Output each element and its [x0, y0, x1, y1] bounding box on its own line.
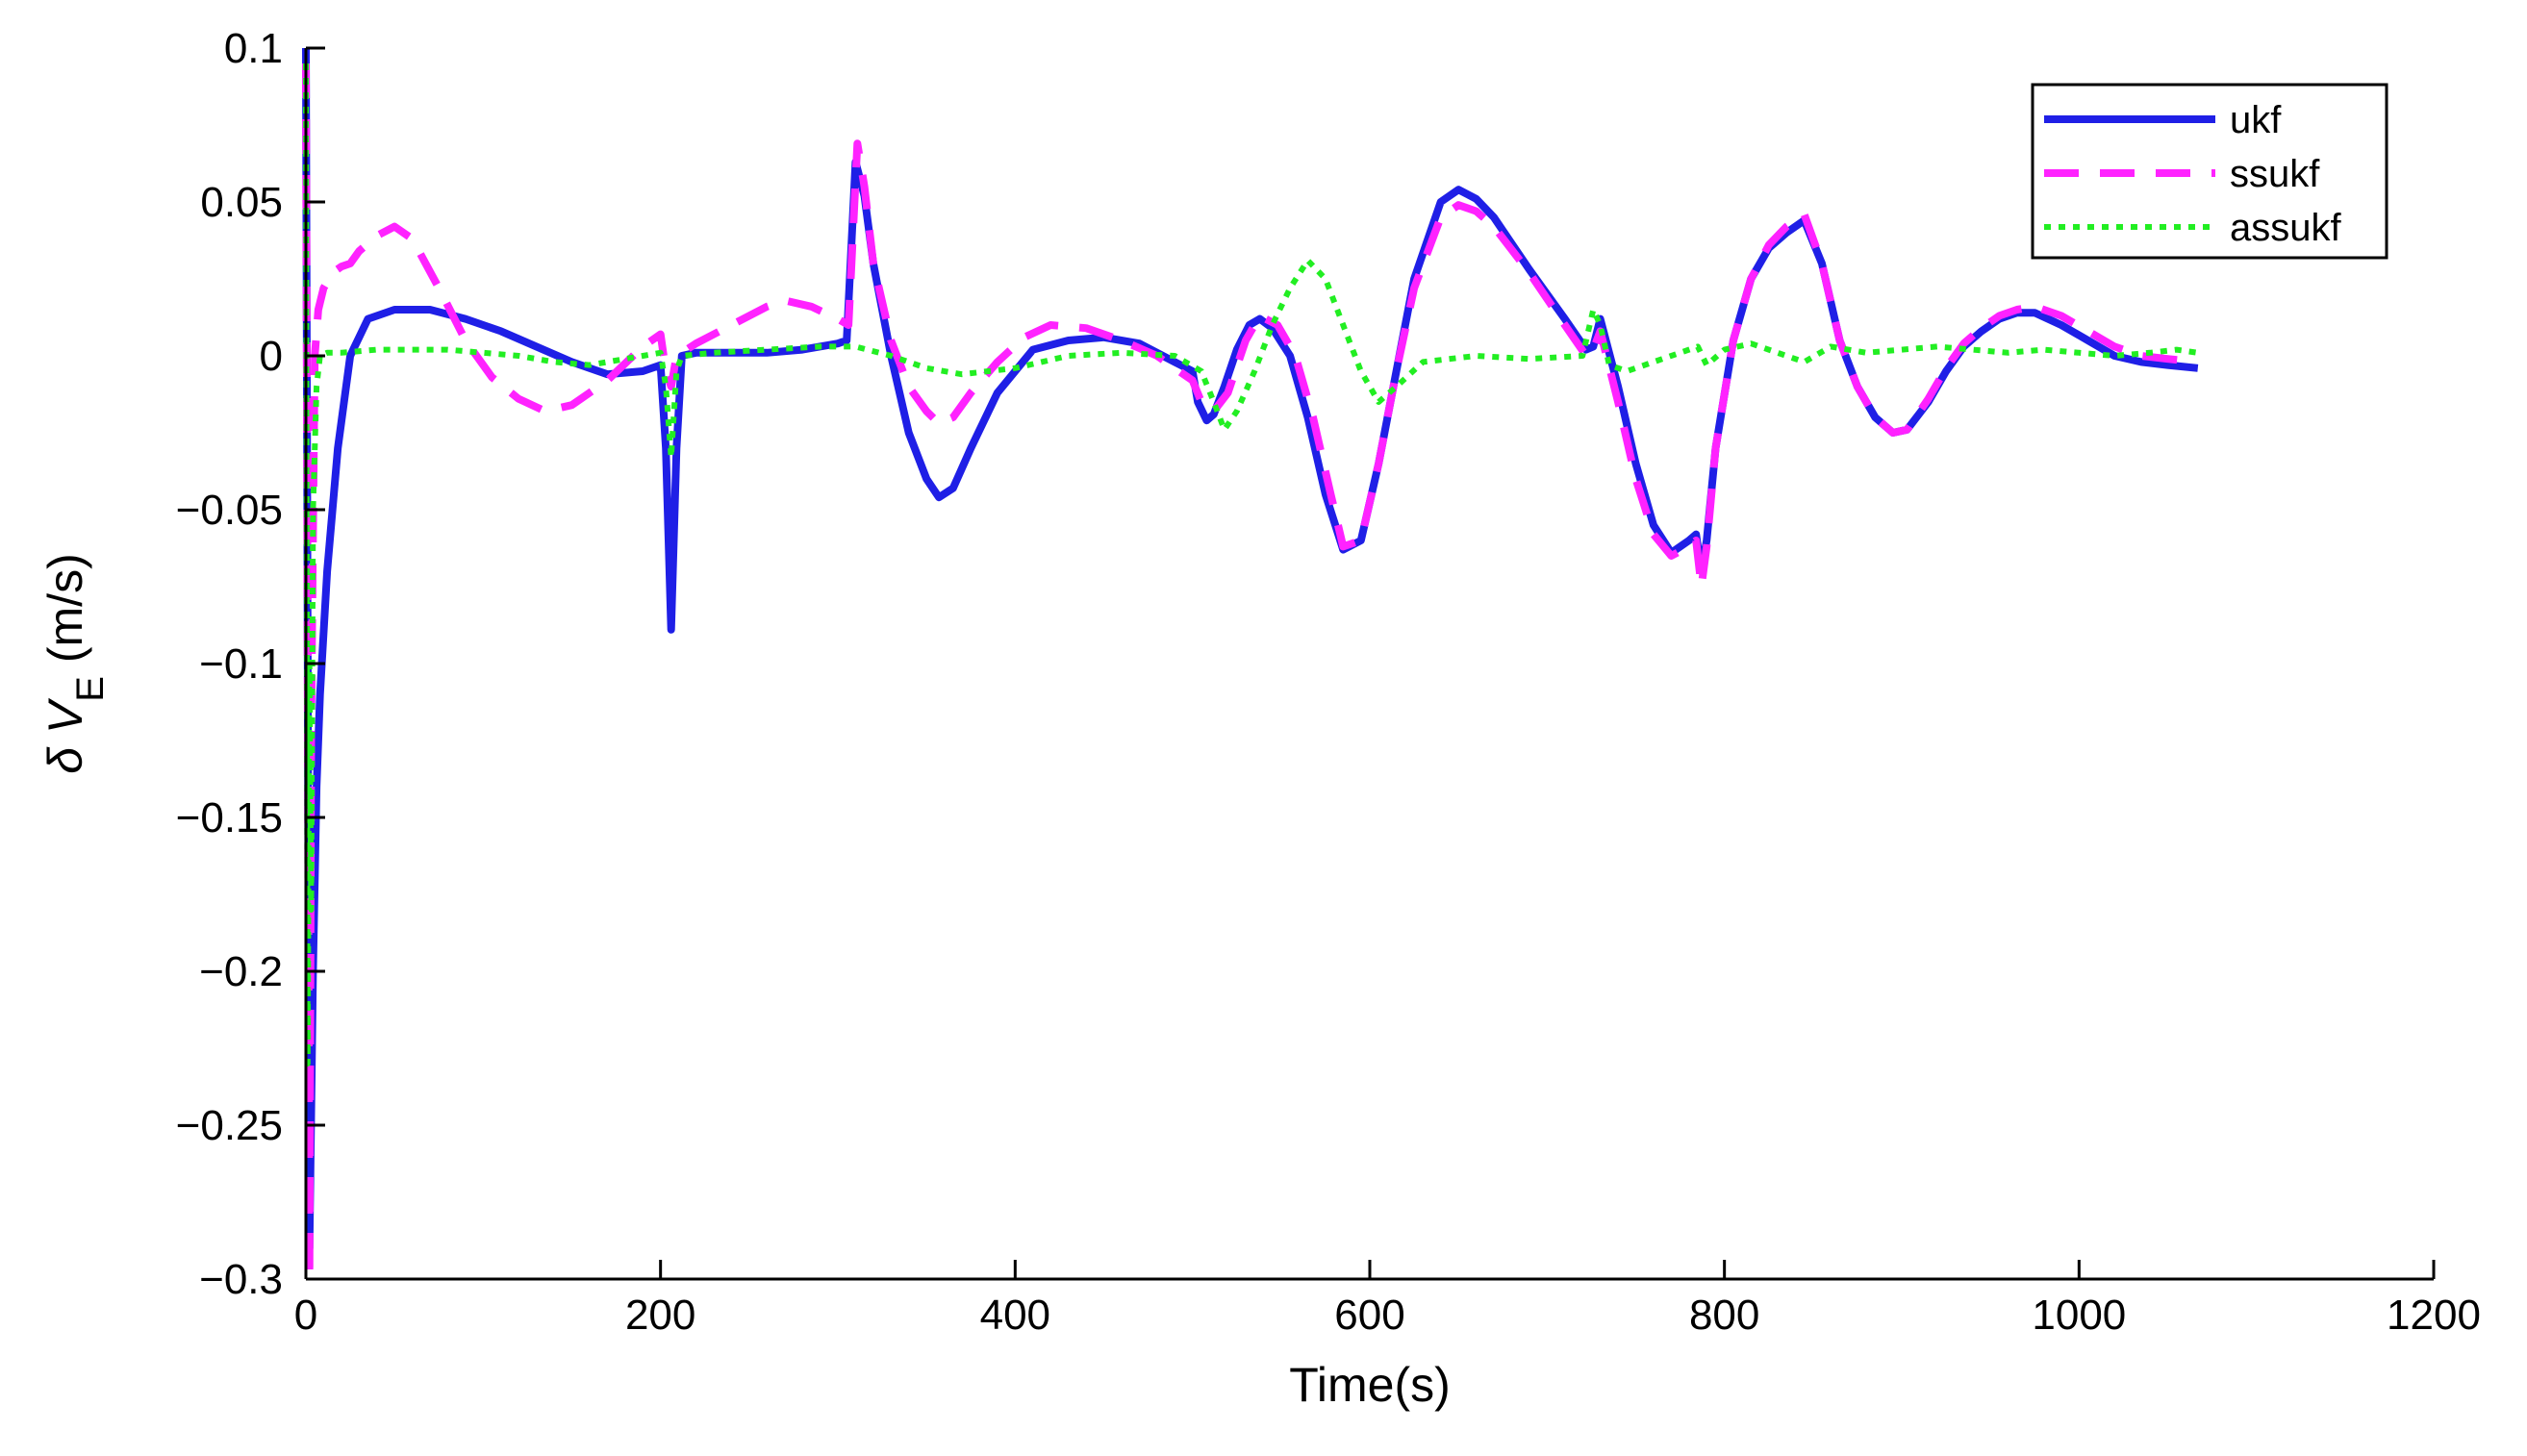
y-tick-label: −0.1	[199, 640, 283, 688]
series-line-assukf	[303, 63, 2199, 1067]
x-tick-label: 0	[294, 1292, 317, 1339]
y-axis-title: δ VE (m/s)	[38, 553, 112, 773]
x-tick-label: 1200	[2387, 1292, 2481, 1339]
y-tick-label: 0	[260, 333, 283, 380]
y-axis-title-subscript: E	[69, 676, 112, 702]
x-tick-labels: 0 200 400 600 800 1000 1200	[294, 1292, 2481, 1339]
x-tick-label: 200	[625, 1292, 695, 1339]
y-tick-label: 0.1	[224, 25, 283, 72]
y-axis-title-suffix: (m/s)	[38, 553, 92, 676]
legend-label-ukf: ukf	[2230, 99, 2282, 141]
x-tick-label: 400	[980, 1292, 1050, 1339]
y-tick-label: −0.3	[199, 1256, 283, 1303]
x-tick-label: 800	[1689, 1292, 1759, 1339]
legend-label-assukf: assukf	[2230, 207, 2341, 249]
y-tick-label: −0.2	[199, 948, 283, 995]
y-tick-label: −0.25	[176, 1102, 283, 1149]
y-tick-label: −0.15	[176, 794, 283, 841]
x-tick-label: 1000	[2032, 1292, 2126, 1339]
y-axis-title-prefix: δ V	[38, 697, 92, 774]
y-tick-labels: 0.1 0.05 0 −0.05 −0.1 −0.15 −0.2 −0.25 −0.3	[176, 25, 283, 1303]
tick-marks	[304, 46, 2436, 1281]
y-tick-label: −0.05	[176, 487, 283, 534]
legend: ukf ssukf assukf	[2031, 83, 2388, 260]
x-tick-label: 600	[1334, 1292, 1404, 1339]
x-axis-title: Time(s)	[1289, 1358, 1451, 1412]
y-tick-label: 0.05	[200, 179, 283, 226]
legend-label-ssukf: ssukf	[2230, 153, 2320, 195]
series-layer	[302, 47, 2199, 1283]
